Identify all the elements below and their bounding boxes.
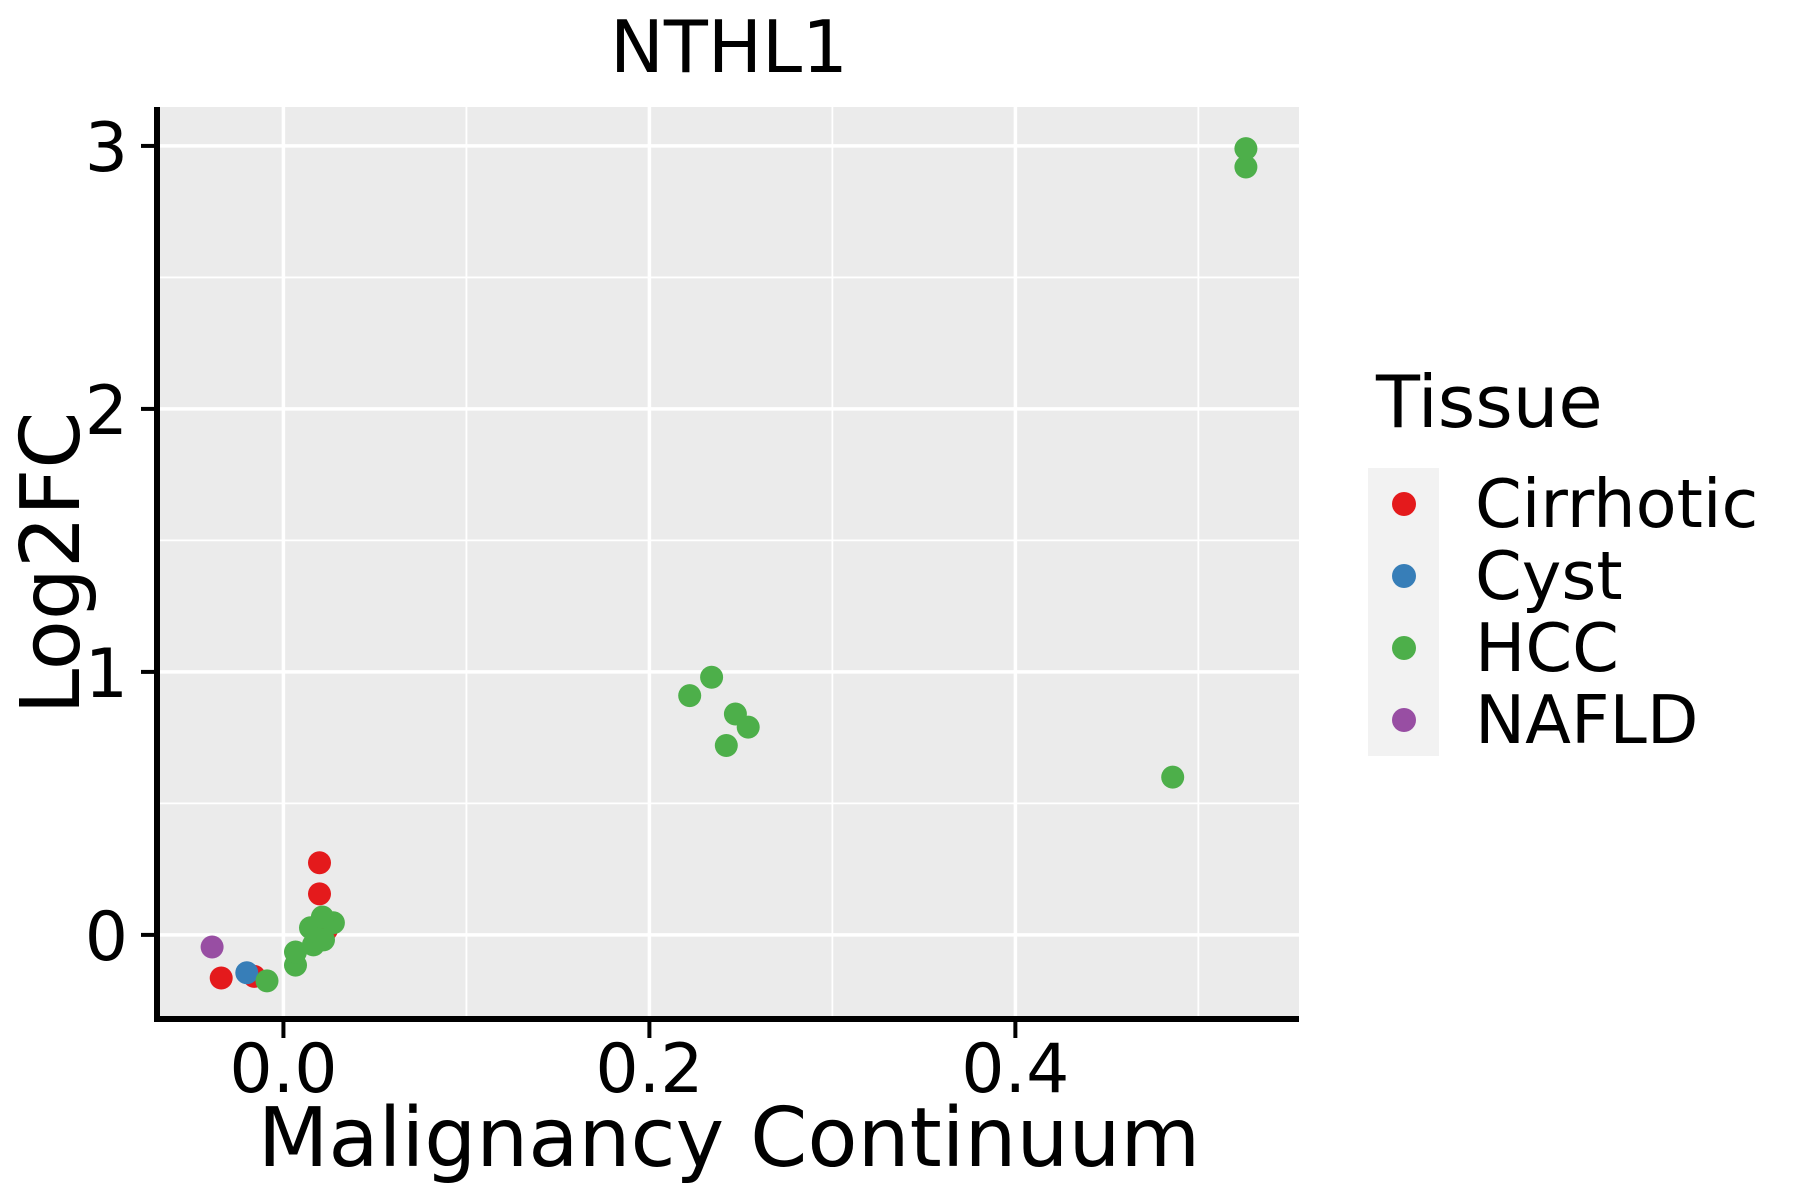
- x-tick-label: 0.0: [229, 1030, 337, 1109]
- data-point-cirrhotic: [308, 851, 331, 875]
- data-point-hcc: [736, 715, 760, 739]
- cirrhotic-dot-icon: [1391, 492, 1416, 516]
- plot-title: NTHL1: [610, 5, 848, 89]
- legend-key-box: [1368, 540, 1439, 612]
- legend-items: Cirrhotic Cyst HCC NAFLD: [1368, 465, 1759, 759]
- legend-item-label: Cyst: [1475, 537, 1623, 615]
- data-point-hcc: [1234, 137, 1258, 161]
- hcc-dot-icon: [1391, 636, 1416, 660]
- legend-item-label: Cirrhotic: [1475, 465, 1759, 543]
- y-axis-title: Log2FC: [3, 411, 99, 715]
- nafld-dot-icon: [1391, 708, 1416, 732]
- legend-title: Tissue: [1376, 360, 1603, 444]
- y-tick-label: 1: [85, 635, 128, 714]
- data-point-cirrhotic: [308, 882, 331, 906]
- x-tick-label: 0.4: [961, 1030, 1069, 1109]
- y-tick-label: 2: [85, 372, 128, 451]
- legend-key-box: [1368, 468, 1439, 540]
- data-point-hcc: [284, 940, 307, 964]
- legend-item-cyst: Cyst: [1368, 537, 1758, 615]
- y-tick-label: 0: [85, 898, 128, 977]
- y-tick-label: 3: [85, 109, 128, 188]
- legend-item-label: HCC: [1475, 609, 1619, 687]
- data-point-hcc: [1234, 155, 1258, 179]
- data-point-hcc: [1161, 765, 1185, 789]
- x-axis-title: Malignancy Continuum: [257, 1091, 1201, 1186]
- cyst-dot-icon: [1391, 564, 1416, 588]
- data-point-nafld: [200, 935, 224, 959]
- plot-panel: [159, 107, 1299, 1018]
- data-point-hcc: [700, 665, 724, 689]
- data-point-hcc: [255, 969, 279, 993]
- data-point-hcc: [310, 905, 334, 929]
- legend: Tissue Cirrhotic Cyst HCC NAFLD: [1368, 360, 1759, 759]
- x-tick-label: 0.2: [595, 1030, 703, 1109]
- legend-item-cirrhotic: Cirrhotic: [1368, 465, 1759, 543]
- legend-item-nafld: NAFLD: [1368, 681, 1758, 759]
- legend-key-box: [1368, 612, 1439, 684]
- data-point-cirrhotic: [209, 966, 233, 990]
- data-point-cyst: [235, 961, 259, 985]
- legend-item-hcc: HCC: [1368, 609, 1758, 687]
- data-point-hcc: [714, 734, 738, 757]
- legend-item-label: NAFLD: [1475, 681, 1699, 759]
- data-point-hcc: [678, 684, 702, 708]
- legend-key-box: [1368, 684, 1439, 756]
